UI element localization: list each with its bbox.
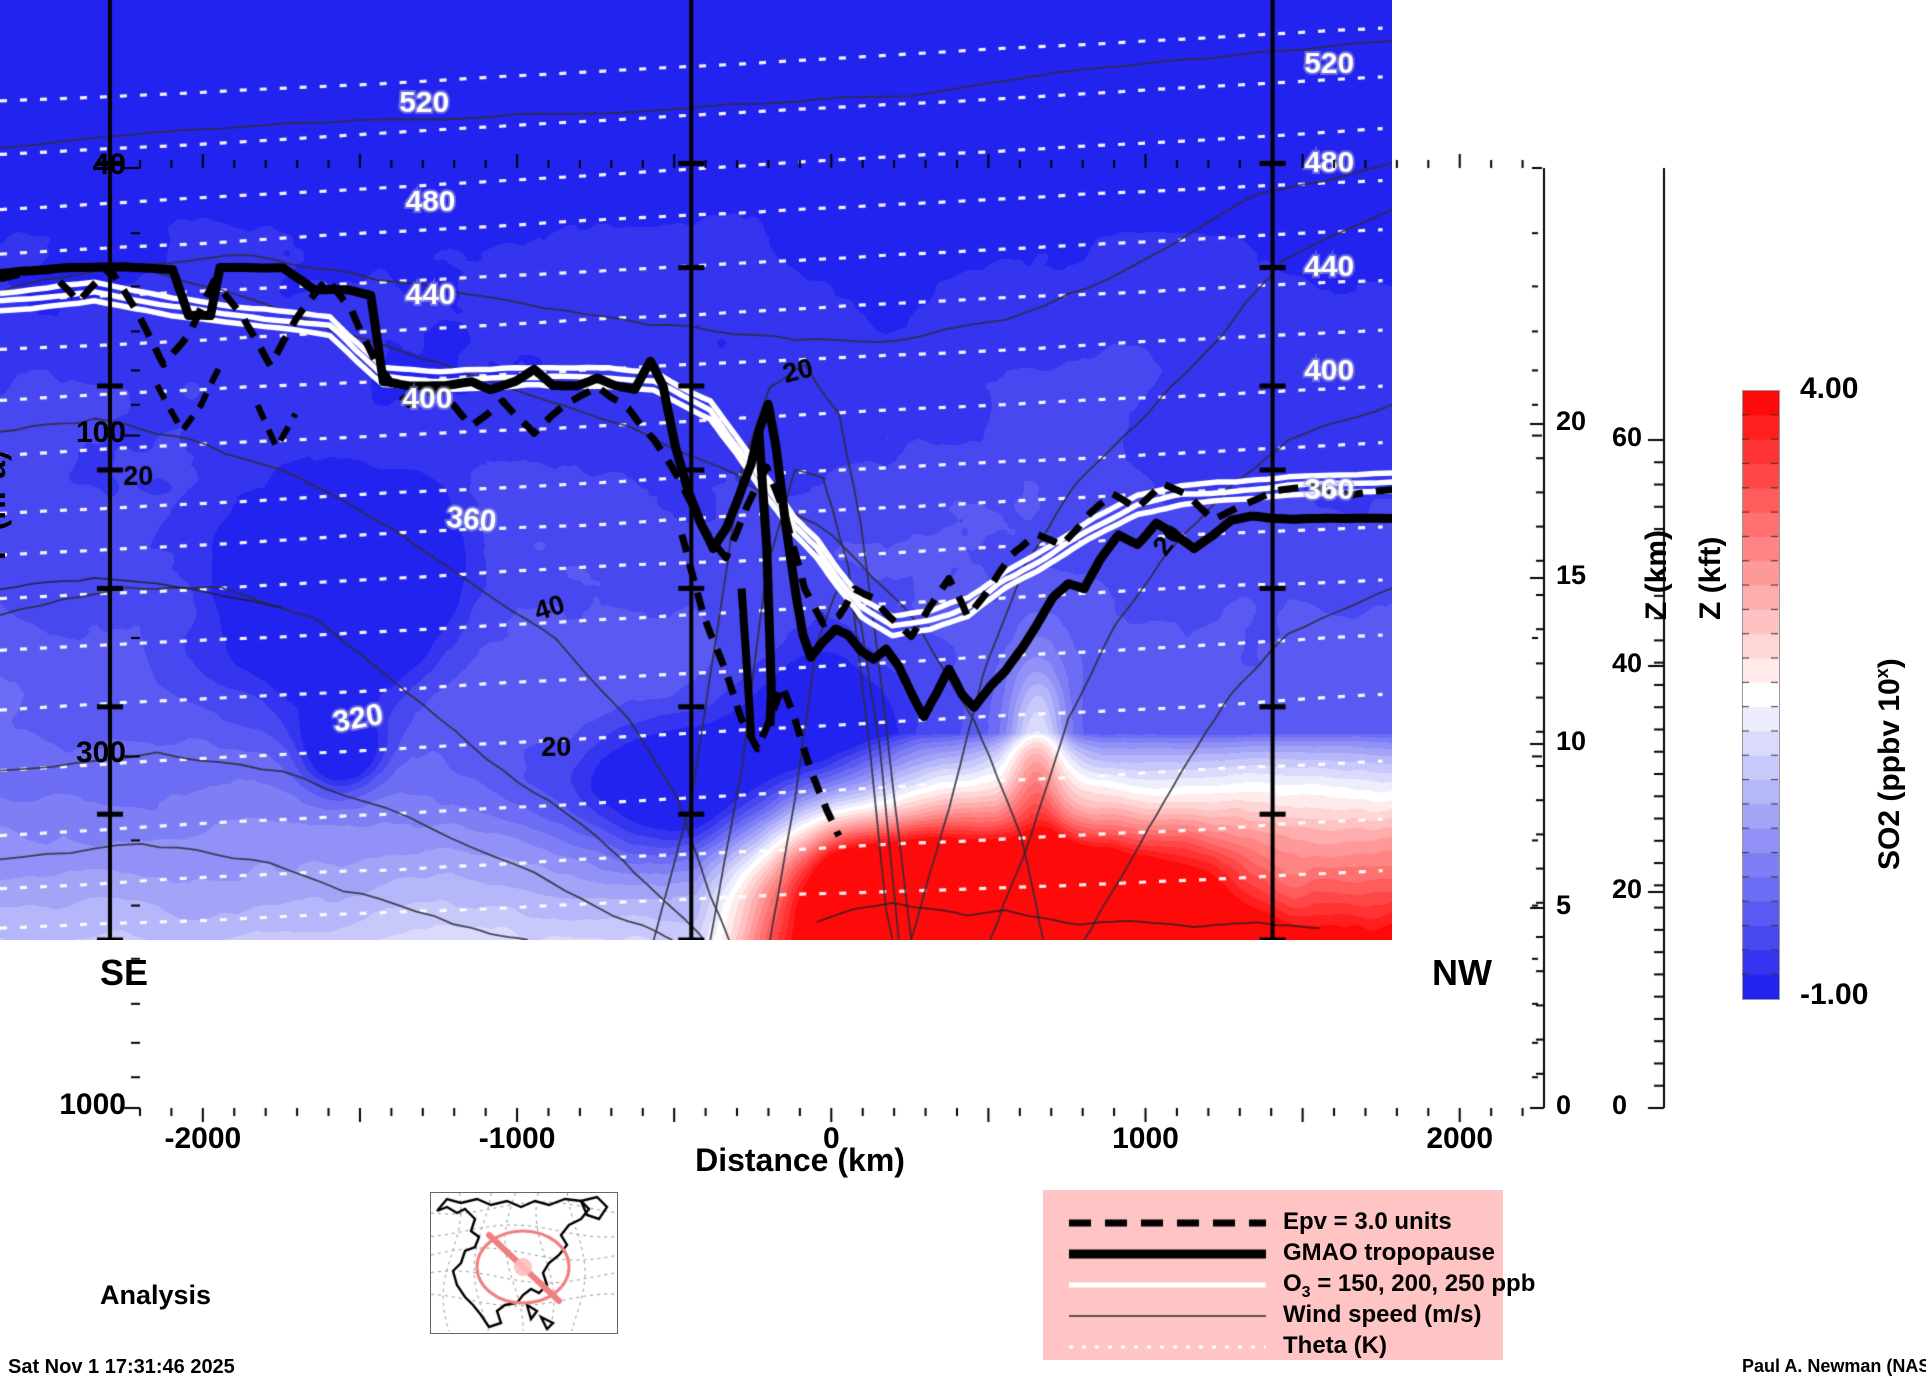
legend-symbol-dotted-white xyxy=(1065,1330,1270,1364)
y-tick-label: 100 xyxy=(75,415,126,449)
x-tick-label: 0 xyxy=(822,1122,840,1155)
z-kft-tick-label: 60 xyxy=(1612,422,1643,452)
colorbar-min-label: -1.00 xyxy=(1800,978,1869,1011)
legend-label: GMAO tropopause xyxy=(1283,1239,1496,1266)
corner-label-se: SE xyxy=(100,952,149,993)
z-km-tick-label: 10 xyxy=(1556,726,1587,756)
legend-symbol-dashed-thick-black xyxy=(1065,1206,1270,1240)
y-tick-label: 40 xyxy=(92,148,126,181)
z-km-tick-label: 0 xyxy=(1556,1090,1572,1120)
legend-item: O3 = 150, 200, 250 ppb xyxy=(1043,1268,1535,1302)
z-kft-tick-label: 40 xyxy=(1612,648,1643,678)
legend-label: Epv = 3.0 units xyxy=(1283,1208,1452,1235)
legend-label: Wind speed (m/s) xyxy=(1283,1301,1482,1328)
credit-text: Paul A. Newman (NASA xyxy=(1742,1356,1926,1376)
inset-location-map xyxy=(430,1192,618,1334)
y-tick-label: 300 xyxy=(75,736,126,770)
timestamp: Sat Nov 1 17:31:46 2025 xyxy=(8,1356,235,1378)
z-km-tick-label: 20 xyxy=(1556,406,1587,436)
legend-label: Theta (K) xyxy=(1283,1332,1387,1359)
z-km-tick-label: 15 xyxy=(1556,560,1587,590)
inset-map-canvas xyxy=(431,1193,617,1333)
colorbar-max-label: 4.00 xyxy=(1800,372,1859,405)
z-km-tick-label: 5 xyxy=(1556,890,1572,920)
z-kft-tick-label: 0 xyxy=(1612,1090,1628,1120)
colorbar xyxy=(1742,390,1780,1000)
z-kft-tick-label: 20 xyxy=(1612,874,1643,904)
x-tick-label: 2000 xyxy=(1426,1122,1494,1155)
x-tick-label: 1000 xyxy=(1112,1122,1179,1155)
legend-item: Theta (K) xyxy=(1043,1330,1503,1364)
legend-symbol-solid-thick-black xyxy=(1065,1237,1270,1271)
analysis-label: Analysis xyxy=(100,1280,212,1310)
legend-symbol-solid-white xyxy=(1065,1268,1270,1302)
colorbar-label: SO2 (ppbv 10x) xyxy=(1872,658,1906,870)
legend-item: Epv = 3.0 units xyxy=(1043,1206,1503,1240)
legend-symbol-solid-thin-gray xyxy=(1065,1299,1270,1333)
corner-label-nw: NW xyxy=(1432,952,1492,993)
legend-box: Epv = 3.0 units GMAO tropopause O3 = 150, … xyxy=(1043,1190,1535,1364)
legend-item: Wind speed (m/s) xyxy=(1043,1299,1503,1333)
x-tick-label: -2000 xyxy=(164,1122,242,1155)
legend-item: GMAO tropopause xyxy=(1043,1237,1503,1271)
x-tick-label: -1000 xyxy=(478,1122,556,1155)
y-tick-label: 1000 xyxy=(59,1088,126,1121)
legend-label: O3 = 150, 200, 250 ppb xyxy=(1283,1270,1536,1301)
